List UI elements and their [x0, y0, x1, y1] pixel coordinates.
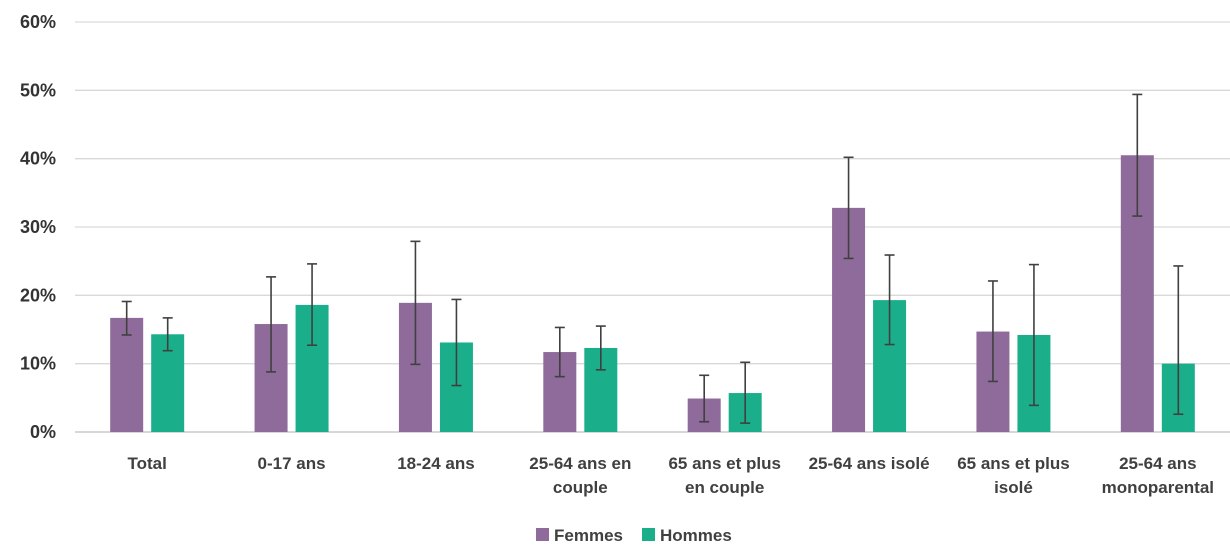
legend-label-hommes: Hommes [660, 526, 732, 545]
y-axis-tick-labels: 0% 10% 20% 30% 40% 50% 60% [20, 12, 56, 442]
y-tick-label: 20% [20, 285, 56, 305]
y-tick-label: 10% [20, 354, 56, 374]
error-bars [121, 93, 1184, 424]
x-category-label: 25-64 ans isolé [809, 454, 930, 473]
x-category-label: Total [128, 454, 167, 473]
x-category-label: 25-64 ans en couple [529, 454, 631, 497]
x-category-label: 18-24 ans [397, 454, 475, 473]
x-category-label: 65 ans et plus isolé [957, 454, 1069, 497]
x-category-label: 65 ans et plus en couple [668, 454, 780, 497]
y-tick-label: 40% [20, 149, 56, 169]
bar-femmes [110, 317, 144, 432]
y-tick-label: 50% [20, 80, 56, 100]
legend-swatch-hommes [642, 528, 655, 541]
x-category-label: 25-64 ans monoparental [1102, 454, 1214, 497]
x-axis-category-labels: Total 0-17 ans 18-24 ans 25-64 ans en couple… [128, 454, 1215, 497]
x-category-label: 0-17 ans [258, 454, 326, 473]
y-tick-label: 0% [30, 422, 56, 442]
y-tick-label: 60% [20, 12, 56, 32]
gridlines [75, 21, 1230, 433]
y-tick-label: 30% [20, 217, 56, 237]
legend: Femmes Hommes [536, 526, 732, 545]
legend-label-femmes: Femmes [554, 526, 623, 545]
bars [110, 155, 1195, 432]
legend-swatch-femmes [536, 528, 549, 541]
